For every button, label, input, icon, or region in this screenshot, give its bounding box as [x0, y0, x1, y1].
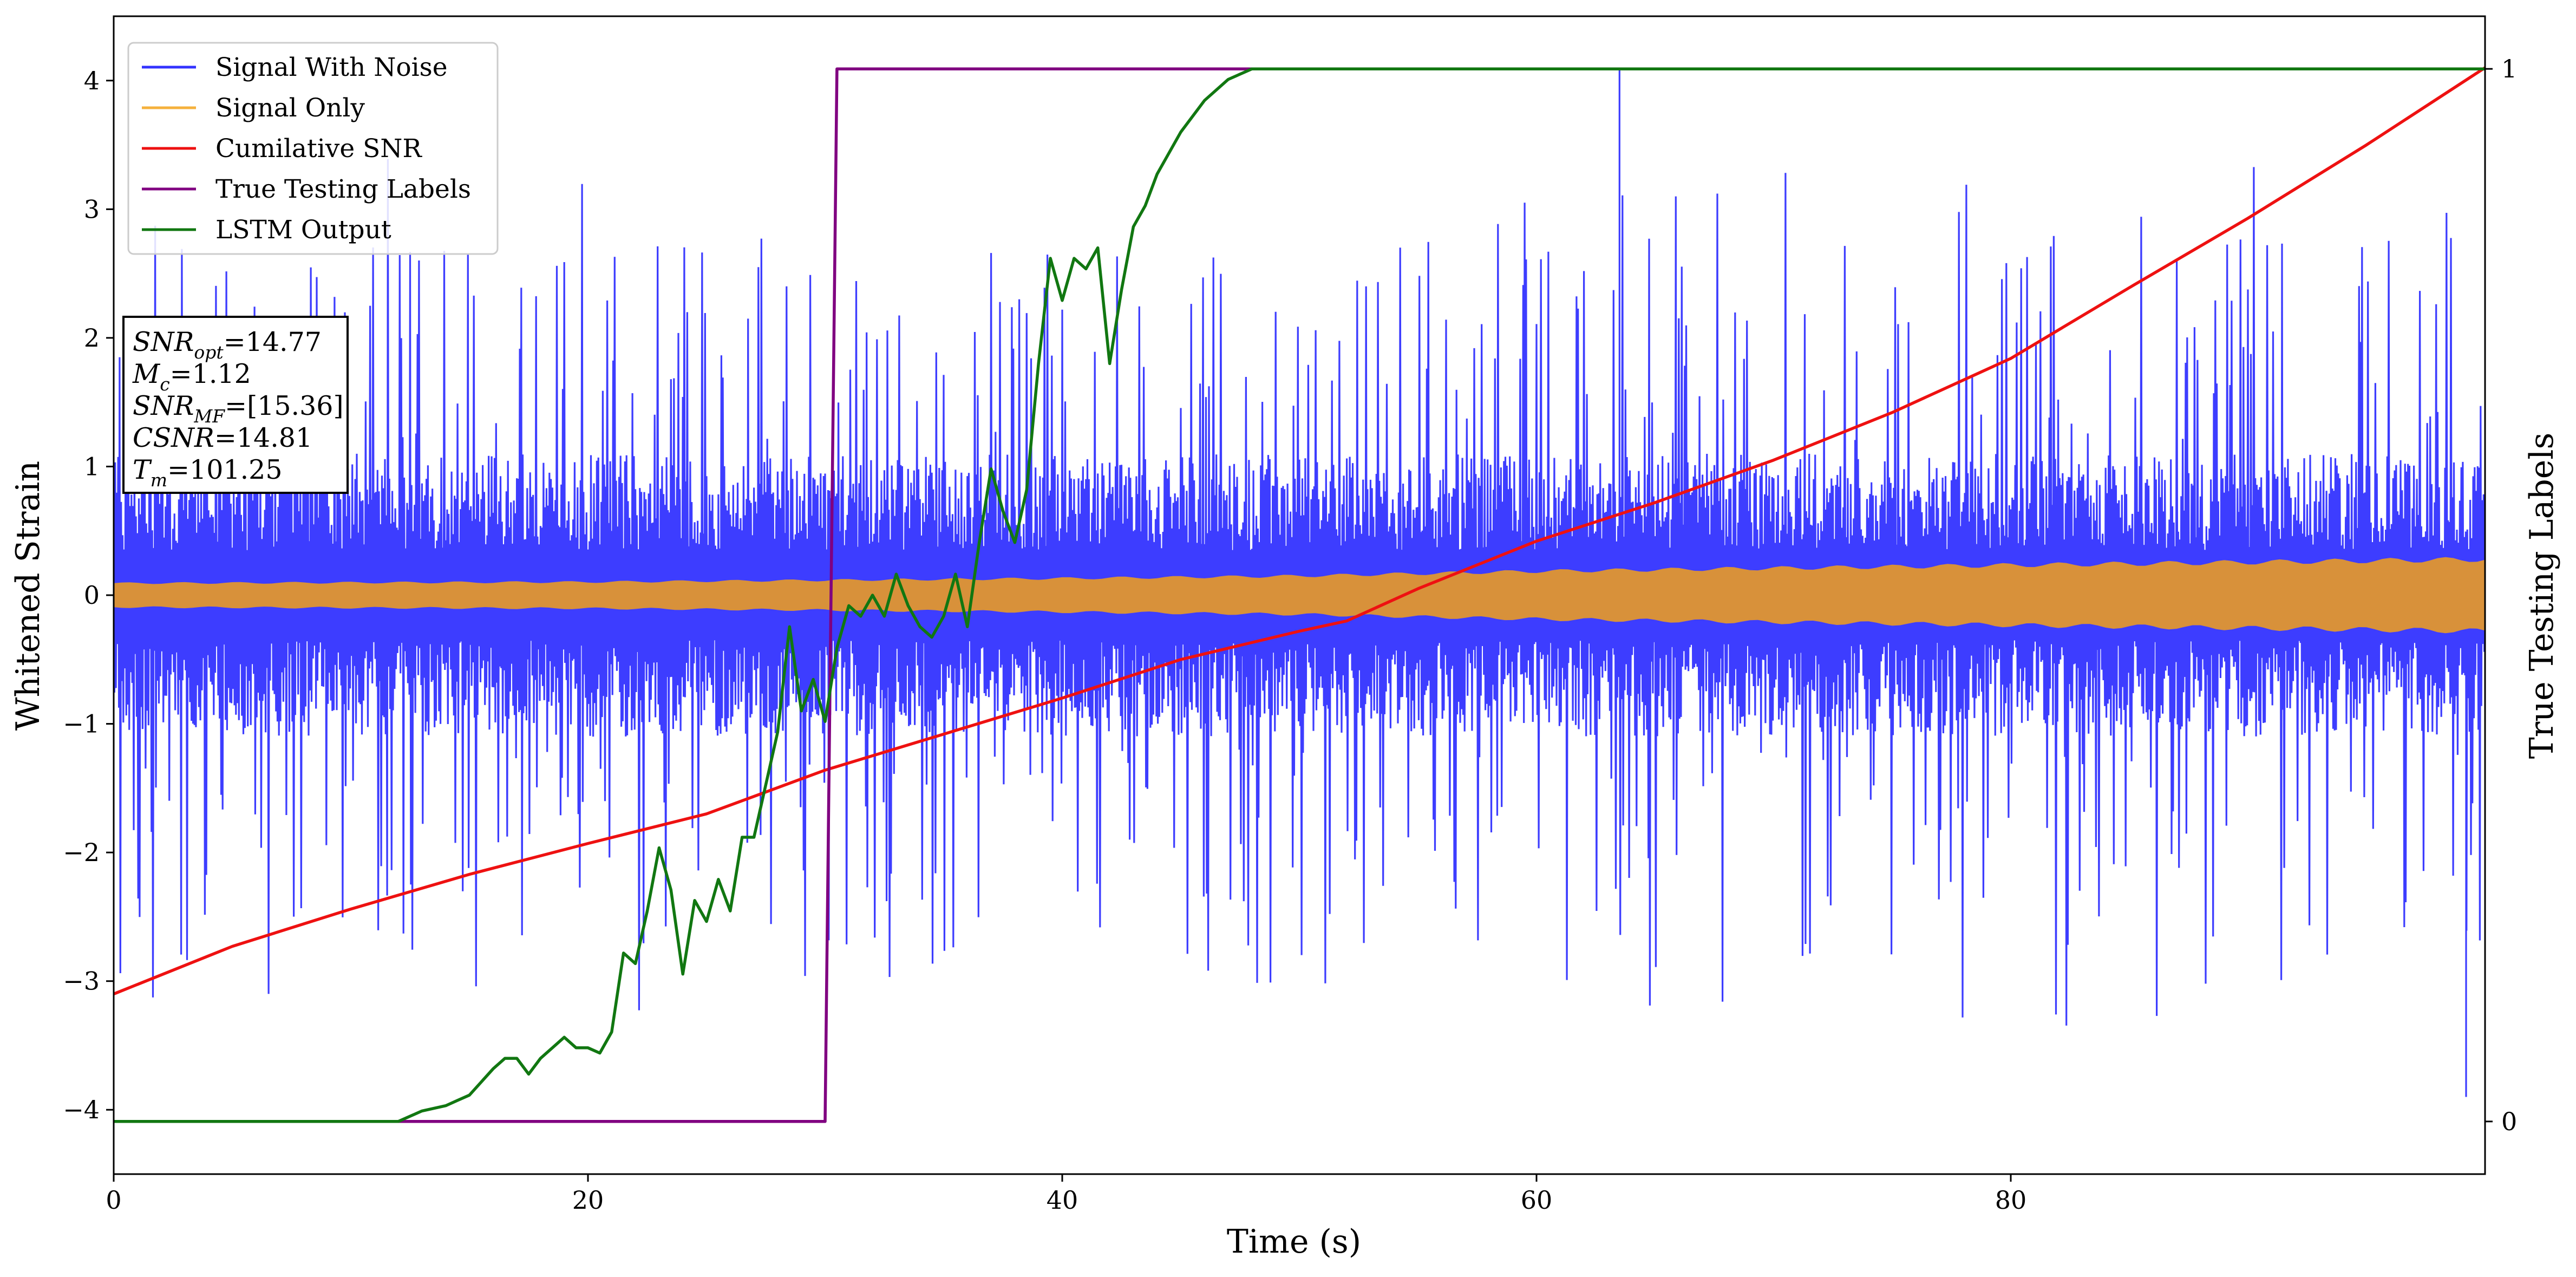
- series-cumilative-snr: [114, 66, 2485, 995]
- annotation-symbol: CSNR: [133, 422, 214, 453]
- legend-item-label: Signal With Noise: [215, 53, 448, 82]
- annotation-symbol: SNR: [133, 327, 194, 357]
- y-tick-label: 0: [84, 581, 100, 610]
- y2-tick-label: 0: [2501, 1107, 2517, 1136]
- x-tick-label: 80: [1995, 1185, 2027, 1215]
- x-axis: 0 20 40 60 80: [106, 1174, 2026, 1215]
- annotation-line: CSNR=14.81: [133, 422, 312, 453]
- annotation-line: Tm=101.25: [133, 454, 283, 491]
- x-tick-label: 0: [106, 1185, 121, 1215]
- annotation-subscript: MF: [193, 406, 225, 427]
- annotation-line: SNRMF=[15.36]: [133, 390, 344, 427]
- annotation-value: =14.81: [214, 422, 312, 453]
- series-lstm-output: [114, 67, 2485, 1123]
- y-tick-label: −4: [63, 1095, 100, 1124]
- legend: Signal With Noise Signal Only Cumilative S…: [127, 42, 499, 255]
- legend-item-label: Signal Only: [215, 93, 365, 123]
- y-tick-label: 2: [84, 323, 100, 353]
- y-tick-label: −2: [63, 838, 100, 867]
- legend-item-label: Cumilative SNR: [215, 134, 422, 164]
- annotation-subscript: m: [151, 470, 167, 491]
- annotation-value: =[15.36]: [225, 390, 344, 421]
- annotation-line: Mc=1.12: [132, 359, 251, 395]
- x-tick-label: 20: [572, 1185, 604, 1215]
- annotation-value: =1.12: [170, 359, 251, 389]
- annotation-subscript: c: [160, 374, 169, 395]
- parameter-annotation-box: SNRopt=14.77Mc=1.12SNRMF=[15.36]CSNR=14.…: [122, 316, 349, 494]
- annotation-symbol: M: [132, 359, 161, 389]
- y-tick-label: −3: [63, 967, 100, 996]
- y2-axis-label: True Testing Labels: [2523, 433, 2561, 759]
- annotation-symbol: SNR: [133, 390, 194, 421]
- y-tick-label: 3: [84, 194, 100, 224]
- x-axis-label: Time (s): [1227, 1223, 1361, 1261]
- x-tick-label: 60: [1521, 1185, 1553, 1215]
- legend-item-label: True Testing Labels: [215, 174, 471, 204]
- y-tick-label: 4: [84, 66, 100, 95]
- y-axis-right: 01: [2485, 54, 2517, 1136]
- legend-box: [127, 42, 499, 255]
- annotation-symbol: T: [133, 454, 152, 485]
- annotation-subscript: opt: [194, 342, 224, 363]
- series-signal-with-noise: [114, 68, 2485, 1097]
- series-true-testing-labels: [114, 67, 1537, 1123]
- series-signal-only: [114, 557, 2485, 634]
- y-axis-left: −4 −3 −2 −1 0 1 2 3 4: [63, 66, 114, 1124]
- x-tick-label: 40: [1047, 1185, 1078, 1215]
- y2-tick-label: 1: [2501, 54, 2517, 83]
- y-tick-label: −1: [63, 709, 100, 739]
- y-tick-label: 1: [84, 452, 100, 481]
- annotation-line: SNRopt=14.77: [133, 327, 322, 363]
- series-layer: [114, 66, 2485, 1123]
- annotation-frame: [122, 316, 349, 494]
- legend-item-label: LSTM Output: [215, 215, 391, 245]
- annotation-value: =14.77: [224, 327, 322, 357]
- annotation-value: =101.25: [167, 454, 283, 485]
- y-axis-label: Whitened Strain: [9, 461, 47, 731]
